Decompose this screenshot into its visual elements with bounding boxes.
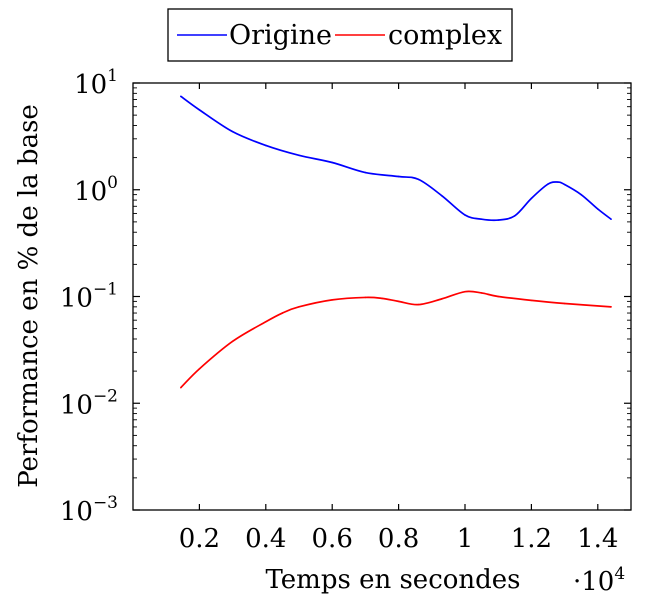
data-point (199, 109, 201, 111)
data-point (298, 155, 300, 157)
y-tick-label: 100 (74, 173, 118, 207)
y-tick-label: 10−1 (60, 280, 118, 314)
data-point (418, 179, 420, 181)
data-point (331, 299, 333, 301)
data-point (398, 301, 400, 303)
plot-frame (133, 83, 631, 510)
x-multiplier-base: ·10 (573, 567, 614, 596)
data-point (610, 218, 612, 220)
data-point (331, 162, 333, 164)
data-point (199, 368, 201, 370)
data-point (531, 198, 533, 200)
data-point (547, 183, 549, 185)
data-point (580, 194, 582, 196)
x-tick-label: 0.4 (245, 524, 286, 554)
data-point (481, 218, 483, 220)
data-point (610, 306, 612, 308)
data-point (514, 215, 516, 217)
x-tick-label: 0.6 (312, 524, 353, 554)
data-point (597, 208, 599, 210)
data-point (497, 219, 499, 221)
x-axis-multiplier: ·104 (573, 564, 625, 596)
x-axis-label: Temps en secondes (265, 565, 520, 595)
data-point (441, 195, 443, 197)
data-point (464, 214, 466, 216)
data-point (265, 321, 267, 323)
y-axis: 101 100 10−1 10−2 10−3 (60, 66, 631, 527)
data-point (564, 303, 566, 305)
y-axis-label: Performance en % de la base (14, 104, 44, 488)
data-point (180, 96, 182, 98)
y-tick-label: 10−2 (60, 386, 118, 420)
data-point (232, 131, 234, 133)
data-point (365, 172, 367, 174)
legend-entry-origine: Origine (229, 20, 332, 51)
data-point (481, 292, 483, 294)
series-layer (180, 96, 612, 389)
series-line-complex (181, 291, 611, 387)
y-tick-label: 101 (74, 66, 118, 100)
x-multiplier-exponent: 4 (614, 564, 625, 584)
data-point (497, 296, 499, 298)
x-tick-label: 1 (457, 524, 474, 554)
data-point (265, 145, 267, 147)
data-point (564, 184, 566, 186)
data-point (298, 306, 300, 308)
data-point (557, 181, 559, 183)
data-point (365, 297, 367, 299)
legend: Origine complex (168, 9, 512, 61)
legend-entry-complex: complex (388, 20, 502, 51)
data-point (180, 387, 182, 389)
data-point (381, 298, 383, 300)
data-point (441, 298, 443, 300)
data-point (232, 341, 234, 343)
data-point (418, 304, 420, 306)
x-tick-label: 0.8 (378, 524, 419, 554)
data-point (531, 300, 533, 302)
x-axis: 0.2 0.4 0.6 0.8 1 1.2 1.4 (179, 83, 619, 554)
data-point (398, 176, 400, 178)
data-point (282, 312, 284, 314)
x-tick-label: 0.2 (179, 524, 220, 554)
y-tick-label: 10−3 (60, 493, 118, 527)
data-point (464, 291, 466, 293)
series-line-origine (181, 96, 611, 220)
x-tick-label: 1.4 (577, 524, 618, 554)
x-tick-label: 1.2 (511, 524, 552, 554)
